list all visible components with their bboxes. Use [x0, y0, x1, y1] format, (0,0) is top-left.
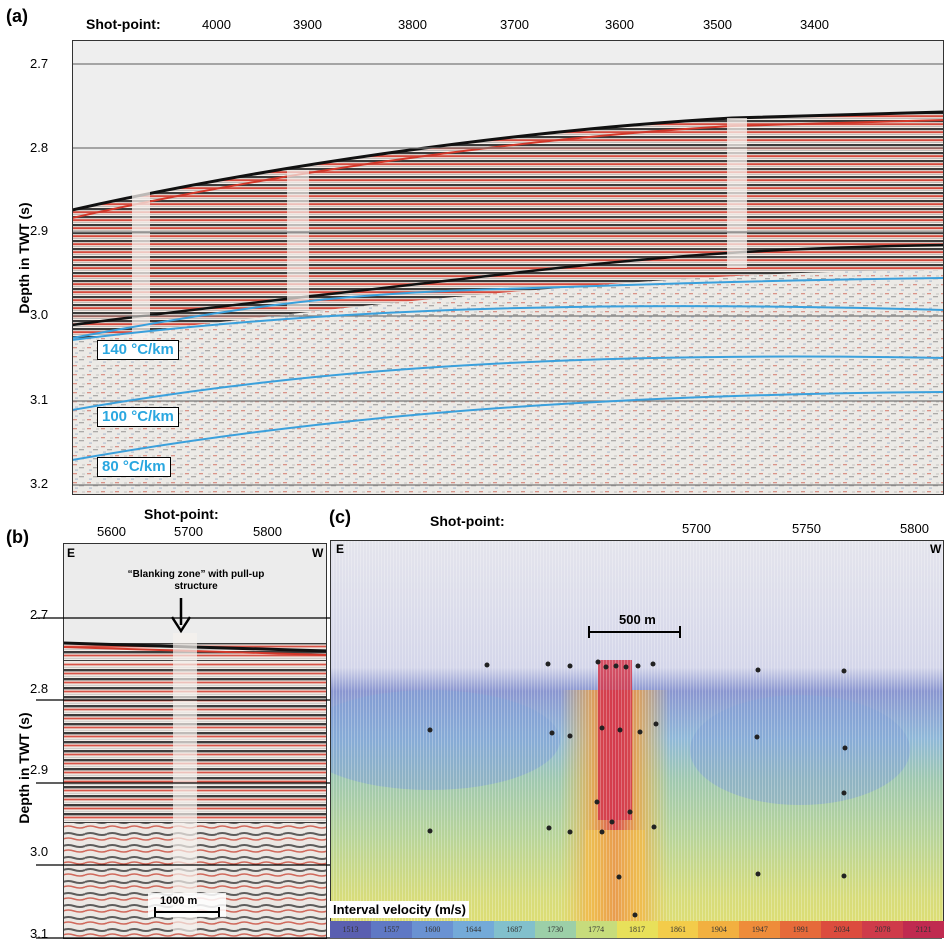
blanking-zone-annotation: “Blanking zone” with pull-up structure: [96, 569, 296, 593]
gradient-label-80: 80 °C/km: [97, 457, 171, 477]
velocity-colorbar: 1513 1557 1600 1644 1687 1730 1774 1817 1861 1904…: [330, 921, 945, 938]
panel-a-shotpoint-tick: 3700: [500, 17, 529, 32]
colorbar-swatch: 1600: [411, 921, 453, 938]
panel-b-shotpoint-tick: 5800: [253, 524, 282, 539]
panel-b-ytick: 3.0: [30, 844, 49, 859]
colorbar-swatch: 1730: [534, 921, 576, 938]
panel-c-velocity-section: [330, 540, 944, 938]
panel-a-shotpoint-tick: 3800: [398, 17, 427, 32]
panel-b-shotpoint-label: Shot-point:: [144, 506, 219, 522]
colorbar-swatch: 1991: [780, 921, 822, 938]
panel-b-ytick: 3.1: [30, 926, 49, 941]
colorbar-swatch: 1904: [698, 921, 740, 938]
panel-a-shotpoint-tick: 3400: [800, 17, 829, 32]
blanking-zone-annotation-line1: “Blanking zone” with pull-up: [127, 569, 265, 580]
panel-a-label: (a): [6, 6, 28, 26]
colorbar-swatch: 1817: [616, 921, 658, 938]
colorbar-swatch: 1644: [452, 921, 494, 938]
panel-a-ytick: 3.1: [30, 392, 49, 407]
panel-b-ytick: 2.9: [30, 762, 49, 777]
colorbar-swatch: 1774: [575, 921, 617, 938]
panel-a-ytick: 3.2: [30, 476, 49, 491]
panel-c-label: (c): [329, 507, 351, 527]
colorbar-swatch: 1687: [493, 921, 535, 938]
panel-b-shotpoint-tick: 5600: [97, 524, 126, 539]
colorbar-swatch: 2078: [862, 921, 904, 938]
panel-a-shotpoint-tick: 3900: [293, 17, 322, 32]
panel-a-shotpoint-tick: 4000: [202, 17, 231, 32]
colorbar-swatch: 2034: [821, 921, 863, 938]
gradient-label-140: 140 °C/km: [97, 340, 179, 360]
panel-b-shotpoint-tick: 5700: [174, 524, 203, 539]
panel-a-seismic-section: [72, 40, 944, 495]
panel-b-seismic-section: [63, 543, 327, 939]
panel-c-shotpoint-tick: 5700: [682, 521, 711, 536]
colorbar-swatch: 1557: [370, 921, 412, 938]
panel-b-ytick: 2.8: [30, 681, 49, 696]
panel-a-ytick: 2.7: [30, 56, 49, 71]
gradient-label-100: 100 °C/km: [97, 407, 179, 427]
blanking-zone-annotation-line2: structure: [174, 581, 218, 592]
panel-b-scale-label: 1000 m: [160, 895, 198, 907]
panel-c-shotpoint-label: Shot-point:: [430, 513, 505, 529]
panel-b-east-label: E: [67, 546, 76, 560]
panel-c-scale-label: 500 m: [619, 612, 656, 627]
panel-c-shotpoint-tick: 5800: [900, 521, 929, 536]
panel-c-west-label: W: [930, 542, 942, 556]
panel-c-shotpoint-tick: 5750: [792, 521, 821, 536]
panel-a-ytick: 3.0: [30, 307, 49, 322]
panel-a-shotpoint-tick: 3500: [703, 17, 732, 32]
panel-a-shotpoint-tick: 3600: [605, 17, 634, 32]
colorbar-swatch: 1861: [657, 921, 699, 938]
colorbar-swatch: 1947: [739, 921, 781, 938]
panel-a-ytick: 2.8: [30, 140, 49, 155]
colorbar-swatch: 2121: [903, 921, 945, 938]
panel-c-east-label: E: [336, 542, 345, 556]
panel-b-label: (b): [6, 527, 29, 547]
colorbar-title: Interval velocity (m/s): [330, 901, 469, 918]
panel-b-west-label: W: [312, 546, 324, 560]
panel-a-shotpoint-label: Shot-point:: [86, 16, 161, 32]
colorbar-swatch: 1513: [330, 921, 371, 938]
panel-a-ytick: 2.9: [30, 223, 49, 238]
